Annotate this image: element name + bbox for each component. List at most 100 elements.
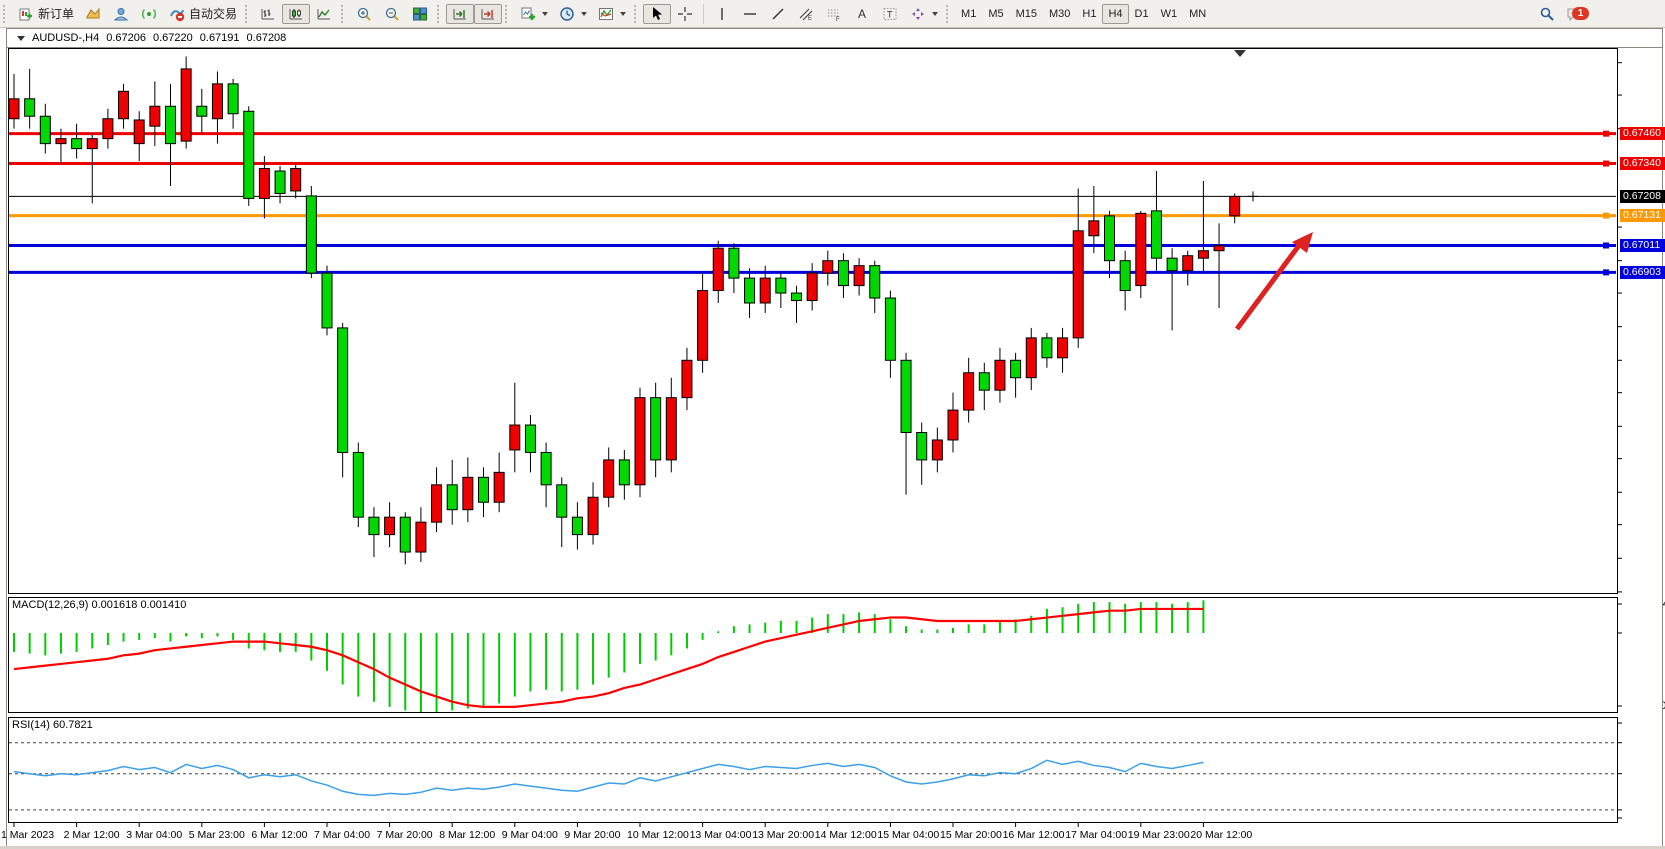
time-axis-label: 3 Mar 04:00: [126, 829, 183, 841]
line-handle[interactable]: [1603, 269, 1609, 276]
time-axis-label: 13 Mar 04:00: [689, 829, 752, 841]
macd-signal-value: 0.001410: [140, 599, 187, 611]
mql5-community-icon: [112, 5, 130, 23]
trendline-icon: [769, 5, 787, 23]
clock-icon: [558, 5, 576, 23]
time-axis-label: 14 Mar 12:00: [814, 829, 877, 841]
candlestick-mode-button[interactable]: [282, 3, 311, 24]
fibonacci-tool-button[interactable]: F: [820, 4, 848, 24]
vertical-line-tool-button[interactable]: [708, 4, 736, 24]
equidistant-channel-tool-button[interactable]: E: [792, 4, 820, 24]
macd-pane-label: MACD(12,26,9) 0.001618 0.001410: [12, 599, 186, 611]
toolbar-grip[interactable]: [437, 4, 443, 23]
tf-label: MN: [1189, 7, 1207, 20]
tf-button-m5[interactable]: M5: [982, 4, 1009, 24]
bar-chart-icon: [259, 5, 277, 23]
time-axis-label: 20 Mar 12:00: [1190, 829, 1253, 841]
line-handle[interactable]: [1603, 130, 1609, 137]
toolbar-grip[interactable]: [3, 4, 9, 23]
arrows-tool-button[interactable]: [904, 4, 943, 24]
rsi-value: 60.7821: [52, 719, 93, 731]
new-chart-button[interactable]: [514, 4, 553, 24]
tile-windows-icon: [411, 5, 429, 23]
tf-button-h4[interactable]: H4: [1102, 3, 1129, 24]
new-chart-caret-icon: [542, 11, 549, 16]
notifications-button[interactable]: 1: [1561, 4, 1589, 24]
time-axis-label: 15 Mar 04:00: [877, 829, 940, 841]
window-bottom-edge: [0, 846, 1665, 849]
price-tag: 0.67011: [1620, 238, 1665, 252]
trendline-tool-button[interactable]: [764, 4, 792, 24]
panel-border: [8, 717, 1618, 823]
community-button[interactable]: [107, 4, 135, 24]
toolbar-grip[interactable]: [245, 4, 251, 23]
autotrading-label: 自动交易: [189, 7, 238, 21]
crosshair-tool-button[interactable]: [671, 4, 699, 24]
tf-button-mn[interactable]: MN: [1183, 4, 1212, 24]
horizontal-line-icon: [741, 5, 759, 23]
auto-scroll-button[interactable]: [446, 3, 475, 24]
axis-ticks: [13, 62, 1622, 827]
signals-button[interactable]: [135, 4, 163, 24]
text-tool-button[interactable]: A: [848, 4, 876, 24]
notification-badge: 1: [1572, 6, 1589, 20]
annotation-arrow-head[interactable]: [1292, 232, 1313, 253]
zoom-in-icon: [355, 5, 373, 23]
zoom-in-button[interactable]: [350, 4, 378, 24]
search-button[interactable]: [1533, 4, 1561, 24]
charts-button[interactable]: [79, 4, 107, 24]
time-axis-label: 7 Mar 04:00: [314, 829, 371, 841]
chart-shift-button[interactable]: [474, 3, 503, 24]
period-button[interactable]: [553, 4, 592, 24]
tf-label: H1: [1082, 7, 1097, 20]
time-axis-label: 15 Mar 20:00: [940, 829, 1002, 841]
toolbar-grip[interactable]: [634, 4, 640, 23]
tf-button-m15[interactable]: M15: [1010, 4, 1043, 24]
tf-button-m30[interactable]: M30: [1043, 4, 1076, 24]
toolbar-grip[interactable]: [505, 4, 511, 23]
svg-text:E: E: [808, 16, 812, 22]
annotation-arrow[interactable]: [1234, 238, 1306, 331]
new-order-button[interactable]: 新订单: [12, 4, 79, 24]
line-chart-mode-button[interactable]: [310, 4, 338, 24]
search-icon: [1538, 5, 1556, 23]
auto-scroll-icon: [451, 5, 469, 23]
chart-symbol-period: AUDUSD-,H4: [32, 32, 100, 44]
candles-group: [8, 56, 1241, 565]
line-handle[interactable]: [1603, 160, 1609, 167]
time-axis-label: 9 Mar 20:00: [564, 829, 621, 841]
cursor-icon: [648, 5, 666, 23]
time-axis-label: 8 Mar 12:00: [439, 829, 496, 841]
signals-icon: [140, 5, 158, 23]
toolbar-grip[interactable]: [946, 4, 952, 23]
price-tag: 0.67460: [1620, 127, 1665, 141]
horizontal-line-tool-button[interactable]: [736, 4, 764, 24]
collapse-triangle-icon[interactable]: [17, 35, 25, 41]
svg-text:F: F: [836, 17, 840, 22]
time-axis-label: 19 Mar 23:00: [1127, 829, 1190, 841]
tf-button-h1[interactable]: H1: [1076, 4, 1102, 24]
toolbar-grip[interactable]: [341, 4, 347, 23]
chart-title-bar[interactable]: AUDUSD-,H4 0.67206 0.67220 0.67191 0.672…: [7, 29, 1662, 48]
price-tag: 0.66903: [1620, 265, 1665, 279]
indicators-button[interactable]: [592, 4, 631, 24]
autotrading-button[interactable]: 自动交易: [163, 4, 242, 24]
new-order-icon: [17, 5, 35, 23]
candlestick-chart-icon: [287, 5, 305, 23]
tile-windows-button[interactable]: [406, 4, 434, 24]
bar-chart-mode-button[interactable]: [254, 4, 282, 24]
tf-button-m1[interactable]: M1: [955, 4, 982, 24]
tf-label: M15: [1015, 7, 1037, 20]
cursor-tool-button[interactable]: [643, 3, 672, 24]
tf-button-d1[interactable]: D1: [1129, 4, 1155, 24]
line-handle[interactable]: [1603, 212, 1609, 219]
tf-button-w1[interactable]: W1: [1155, 4, 1184, 24]
zoom-out-button[interactable]: [378, 4, 406, 24]
text-label-tool-button[interactable]: T: [876, 4, 904, 24]
charts-icon: [84, 5, 102, 23]
price-tag: 0.67340: [1620, 157, 1665, 171]
line-handle[interactable]: [1603, 242, 1609, 249]
text-icon: A: [858, 6, 867, 21]
rsi-pane-label: RSI(14) 60.7821: [12, 719, 93, 731]
